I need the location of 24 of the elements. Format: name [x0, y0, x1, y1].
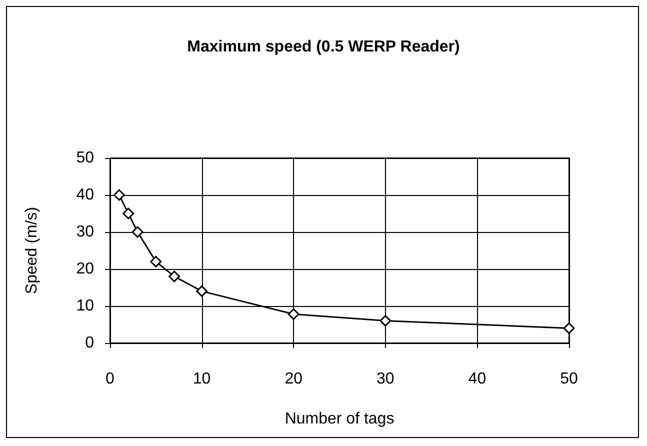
x-tick-label: 0: [106, 370, 115, 388]
y-tick-label: 0: [85, 334, 94, 352]
x-tick-label: 10: [192, 370, 211, 388]
y-axis-title: Speed (m/s): [24, 206, 40, 294]
x-tick-label: 30: [376, 370, 394, 388]
x-tick-label: 50: [560, 370, 578, 388]
x-tick-label: 40: [468, 370, 486, 388]
point: [288, 308, 300, 320]
y-tick-label: 50: [76, 150, 94, 166]
x-axis-title: Number of tags: [284, 410, 394, 428]
point: [196, 285, 208, 297]
point: [380, 315, 392, 327]
y-tick-label: 20: [76, 260, 94, 278]
y-tick-label: 10: [76, 298, 94, 314]
y-tick-label: 30: [76, 224, 94, 240]
point: [132, 226, 144, 238]
x-tick-label: 20: [284, 370, 303, 388]
point: [122, 208, 134, 220]
chart-title: Maximum speed (0.5 WERP Reader): [187, 38, 460, 56]
point: [113, 189, 125, 201]
y-tick-label: 40: [76, 186, 94, 204]
point: [563, 322, 575, 334]
point: [168, 270, 180, 282]
point: [150, 256, 162, 268]
